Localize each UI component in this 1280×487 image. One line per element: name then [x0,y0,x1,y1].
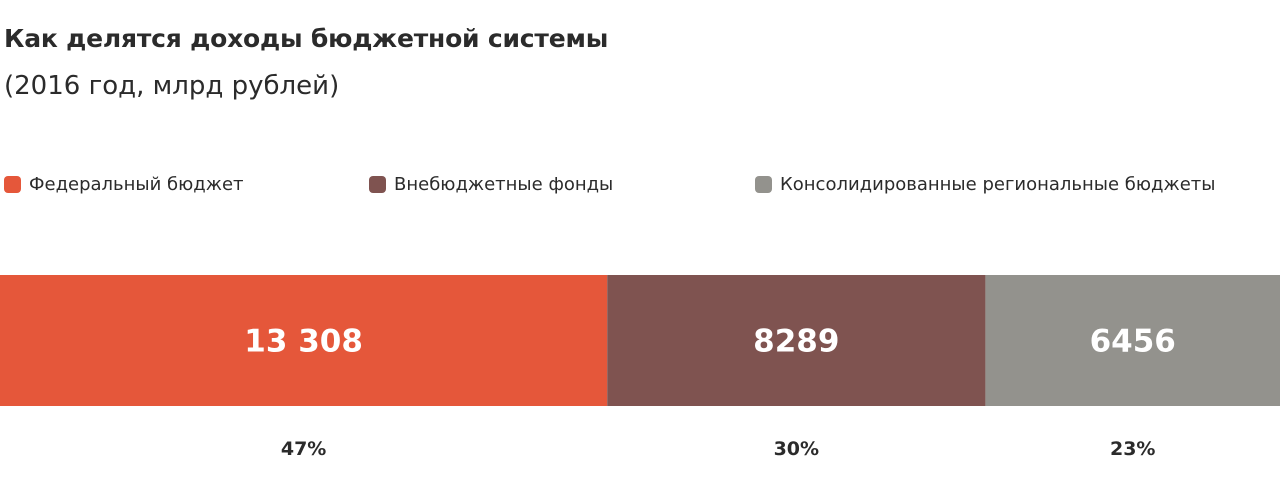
legend-item-federal: Федеральный бюджет [4,174,244,195]
legend-swatch-extrabudget [369,176,386,193]
bar-segment-federal [0,275,608,406]
bar-segment-extrabudget [607,275,986,406]
legend-item-extrabudget: Внебюджетные фонды [369,174,613,195]
bar-percent-label-federal: 47% [281,438,326,460]
bar-value-label-regional: 6456 [1090,324,1176,360]
legend-label-extrabudget: Внебюджетные фонды [394,174,614,195]
bar-percent-label-regional: 23% [1110,438,1155,460]
legend-swatch-regional [755,176,772,193]
bar-value-label-federal: 13 308 [244,324,363,360]
legend-label-federal: Федеральный бюджет [29,174,244,195]
bar-value-label-extrabudget: 8289 [753,324,839,360]
legend: Федеральный бюджет Внебюджетные фонды Ко… [0,174,1280,202]
legend-label-regional: Консолидированные региональные бюджеты [780,174,1216,195]
bar-segment-regional [985,275,1280,406]
legend-item-regional: Консолидированные региональные бюджеты [755,174,1215,195]
bar-percent-label-extrabudget: 30% [774,438,819,460]
chart-title: Как делятся доходы бюджетной системы [4,24,609,53]
legend-swatch-federal [4,176,21,193]
chart-subtitle: (2016 год, млрд рублей) [4,71,340,101]
